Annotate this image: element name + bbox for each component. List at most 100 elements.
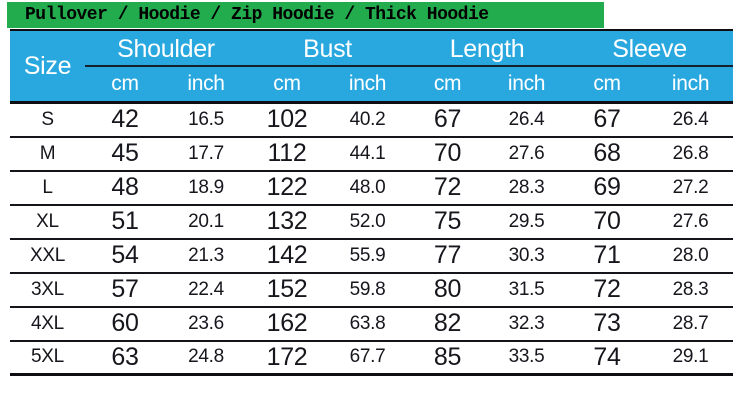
length-inch-cell: 33.5: [487, 340, 567, 376]
shoulder-inch-cell: 21.3: [165, 238, 247, 274]
bust-cm-cell: 162: [247, 306, 327, 342]
shoulder-inch-cell: 22.4: [165, 272, 247, 308]
header-unit-row: cm inch cm inch cm inch cm inch: [10, 66, 734, 104]
bust-cm-cell: 152: [247, 272, 327, 308]
sleeve-inch-cell: 27.6: [648, 204, 734, 240]
sleeve-inch-cell: 27.2: [648, 170, 734, 206]
size-cell: S: [10, 102, 85, 138]
unit-header-sleeve-cm: cm: [566, 66, 649, 104]
sleeve-cm-cell: 74: [566, 340, 649, 376]
bust-cm-cell: 142: [247, 238, 327, 274]
column-header-shoulder: Shoulder: [85, 30, 247, 67]
sleeve-inch-cell: 28.0: [648, 238, 734, 274]
bust-cm-cell: 172: [247, 340, 327, 376]
length-cm-cell: 82: [408, 306, 488, 342]
length-cm-cell: 80: [408, 272, 488, 308]
table-row: 4XL 60 23.6 162 63.8 82 32.3 73 28.7: [10, 306, 734, 342]
sleeve-inch-cell: 28.3: [648, 272, 734, 308]
length-cm-cell: 75: [408, 204, 488, 240]
bust-inch-cell: 67.7: [327, 340, 409, 376]
sleeve-inch-cell: 26.8: [648, 136, 734, 172]
unit-header-length-cm: cm: [408, 66, 488, 104]
header-group-row: Size Shoulder Bust Length Sleeve: [10, 30, 734, 104]
unit-header-bust-inch: inch: [327, 66, 409, 104]
length-inch-cell: 29.5: [487, 204, 567, 240]
bust-inch-cell: 63.8: [327, 306, 409, 342]
sleeve-cm-cell: 72: [566, 272, 649, 308]
sleeve-cm-cell: 68: [566, 136, 649, 172]
unit-header-shoulder-cm: cm: [85, 66, 165, 104]
length-inch-cell: 31.5: [487, 272, 567, 308]
sleeve-inch-cell: 29.1: [648, 340, 734, 376]
shoulder-inch-cell: 17.7: [165, 136, 247, 172]
shoulder-inch-cell: 20.1: [165, 204, 247, 240]
shoulder-cm-cell: 57: [85, 272, 165, 308]
unit-header-bust-cm: cm: [247, 66, 327, 104]
length-cm-cell: 85: [408, 340, 488, 376]
shoulder-inch-cell: 23.6: [165, 306, 247, 342]
size-cell: 3XL: [10, 272, 85, 308]
size-chart-table: Size Shoulder Bust Length Sleeve cm inch…: [10, 29, 734, 376]
length-inch-cell: 32.3: [487, 306, 567, 342]
unit-header-shoulder-inch: inch: [165, 66, 247, 104]
size-cell: 4XL: [10, 306, 85, 342]
shoulder-cm-cell: 54: [85, 238, 165, 274]
shoulder-cm-cell: 60: [85, 306, 165, 342]
table-row: 5XL 63 24.8 172 67.7 85 33.5 74 29.1: [10, 340, 734, 376]
shoulder-cm-cell: 63: [85, 340, 165, 376]
length-inch-cell: 27.6: [487, 136, 567, 172]
table-row: XXL 54 21.3 142 55.9 77 30.3 71 28.0: [10, 238, 734, 274]
table-row: XL 51 20.1 132 52.0 75 29.5 70 27.6: [10, 204, 734, 240]
sleeve-cm-cell: 71: [566, 238, 649, 274]
size-cell: XXL: [10, 238, 85, 274]
bust-inch-cell: 55.9: [327, 238, 409, 274]
product-title: Pullover / Hoodie / Zip Hoodie / Thick H…: [25, 5, 489, 25]
table-row: L 48 18.9 122 48.0 72 28.3 69 27.2: [10, 170, 734, 206]
length-inch-cell: 26.4: [487, 102, 567, 138]
shoulder-inch-cell: 24.8: [165, 340, 247, 376]
sleeve-inch-cell: 26.4: [648, 102, 734, 138]
bust-cm-cell: 102: [247, 102, 327, 138]
shoulder-cm-cell: 48: [85, 170, 165, 206]
length-cm-cell: 72: [408, 170, 488, 206]
shoulder-inch-cell: 18.9: [165, 170, 247, 206]
unit-header-length-inch: inch: [487, 66, 567, 104]
length-inch-cell: 28.3: [487, 170, 567, 206]
bust-inch-cell: 40.2: [327, 102, 409, 138]
length-cm-cell: 77: [408, 238, 488, 274]
size-cell: M: [10, 136, 85, 172]
sleeve-cm-cell: 69: [566, 170, 649, 206]
table-row: 3XL 57 22.4 152 59.8 80 31.5 72 28.3: [10, 272, 734, 308]
sleeve-inch-cell: 28.7: [648, 306, 734, 342]
bust-cm-cell: 122: [247, 170, 327, 206]
bust-cm-cell: 132: [247, 204, 327, 240]
length-inch-cell: 30.3: [487, 238, 567, 274]
bust-inch-cell: 52.0: [327, 204, 409, 240]
shoulder-inch-cell: 16.5: [165, 102, 247, 138]
bust-inch-cell: 59.8: [327, 272, 409, 308]
table-row: S 42 16.5 102 40.2 67 26.4 67 26.4: [10, 102, 734, 138]
table-header: Size Shoulder Bust Length Sleeve cm inch…: [10, 30, 734, 104]
shoulder-cm-cell: 42: [85, 102, 165, 138]
product-title-bar: Pullover / Hoodie / Zip Hoodie / Thick H…: [7, 2, 604, 28]
column-header-bust: Bust: [247, 30, 409, 67]
table-row: M 45 17.7 112 44.1 70 27.6 68 26.8: [10, 136, 734, 172]
length-cm-cell: 67: [408, 102, 488, 138]
bust-inch-cell: 44.1: [327, 136, 409, 172]
sleeve-cm-cell: 73: [566, 306, 649, 342]
column-header-size: Size: [10, 30, 85, 104]
size-cell: XL: [10, 204, 85, 240]
shoulder-cm-cell: 51: [85, 204, 165, 240]
bust-cm-cell: 112: [247, 136, 327, 172]
column-header-sleeve: Sleeve: [566, 30, 734, 67]
shoulder-cm-cell: 45: [85, 136, 165, 172]
size-cell: 5XL: [10, 340, 85, 376]
unit-header-sleeve-inch: inch: [648, 66, 734, 104]
size-cell: L: [10, 170, 85, 206]
bust-inch-cell: 48.0: [327, 170, 409, 206]
sleeve-cm-cell: 67: [566, 102, 649, 138]
table-body: S 42 16.5 102 40.2 67 26.4 67 26.4 M 45 …: [10, 102, 734, 376]
length-cm-cell: 70: [408, 136, 488, 172]
sleeve-cm-cell: 70: [566, 204, 649, 240]
